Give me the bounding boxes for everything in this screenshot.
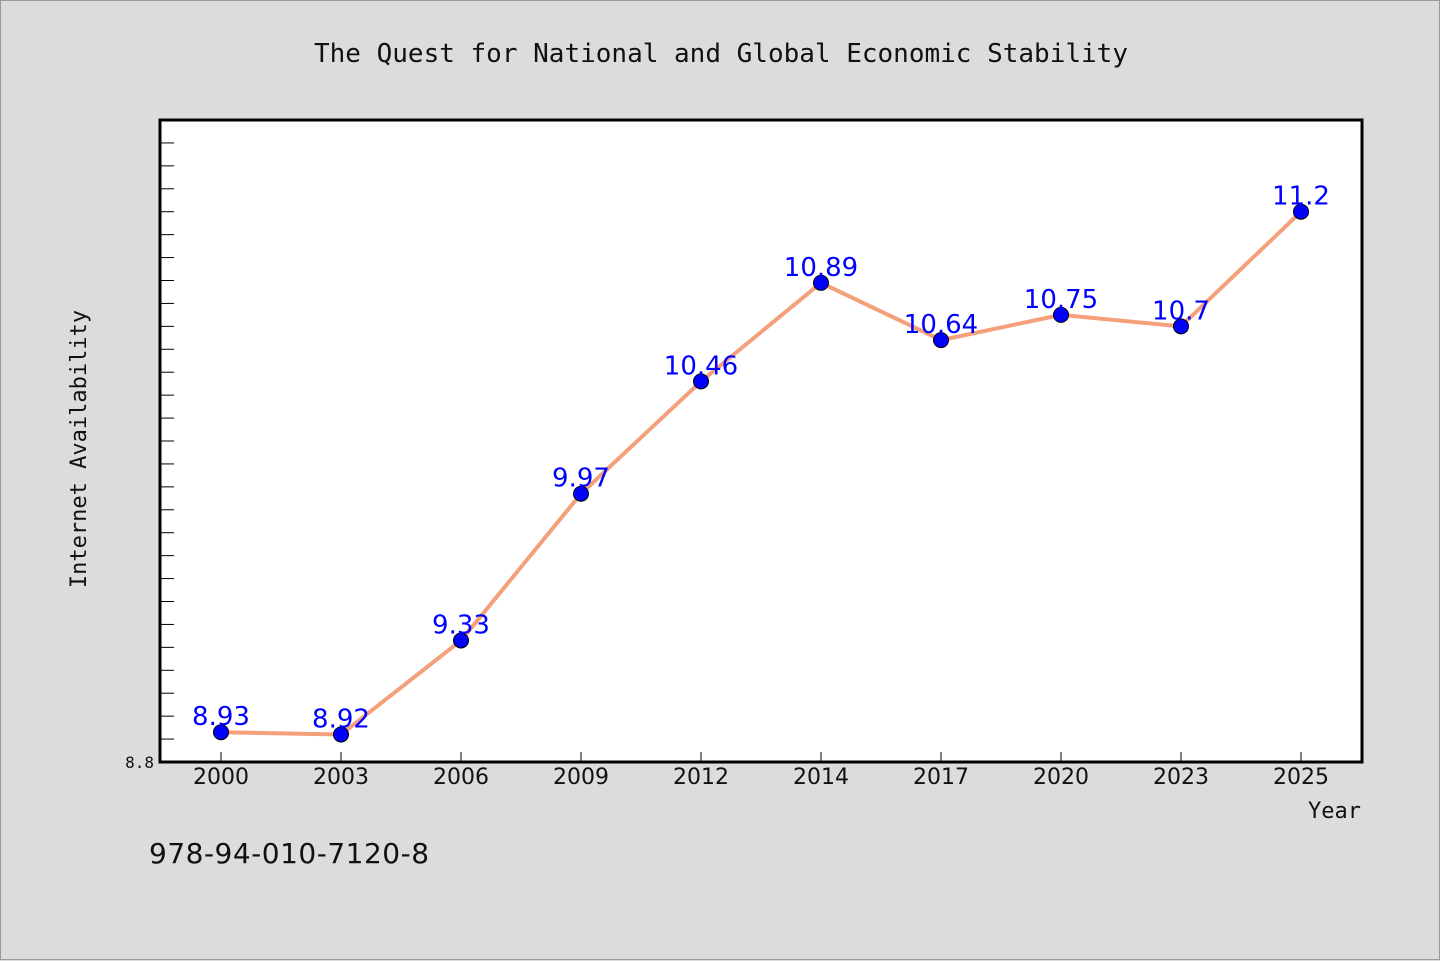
x-tick-label: 2020 — [1033, 765, 1089, 790]
x-axis-ticks: 2000 2003 2006 2009 2012 2014 2017 2020 2023 2025 — [193, 752, 1329, 790]
data-point — [933, 332, 949, 349]
isbn-text: 978-94-010-7120-8 — [149, 837, 430, 870]
x-tick-label: 2000 — [193, 765, 249, 790]
chart-title: The Quest for National and Global Econom… — [314, 39, 1128, 69]
data-point — [453, 632, 469, 649]
data-label: 10.89 — [784, 253, 858, 283]
data-label: 10.64 — [904, 310, 978, 340]
data-label: 8.92 — [312, 704, 370, 734]
data-point — [813, 274, 829, 291]
data-point — [1293, 203, 1309, 220]
y-tick-label: 8.8 — [125, 753, 154, 772]
series-line-group — [220, 210, 1303, 737]
x-tick-label: 2009 — [553, 765, 609, 790]
data-label: 10.46 — [664, 351, 738, 381]
x-tick-label: 2023 — [1153, 765, 1209, 790]
data-label: 9.97 — [552, 464, 610, 494]
data-point — [333, 726, 349, 743]
y-axis-ticks: 8.8 — [125, 142, 174, 772]
data-label: 11.2 — [1272, 182, 1330, 212]
x-tick-label: 2017 — [913, 765, 969, 790]
data-label: 9.33 — [432, 610, 490, 640]
plot-area — [158, 118, 1364, 764]
x-tick-label: 2012 — [673, 765, 729, 790]
data-point — [573, 485, 589, 502]
x-axis-title: Year — [1308, 799, 1361, 824]
x-tick-label: 2025 — [1273, 765, 1329, 790]
data-label: 10.75 — [1024, 285, 1098, 315]
x-tick-label: 2006 — [433, 765, 489, 790]
data-point — [213, 724, 229, 741]
data-point — [1173, 318, 1189, 335]
data-point — [1053, 306, 1069, 323]
y-axis-title: Internet Availability — [67, 310, 92, 588]
series-line — [220, 210, 1303, 737]
data-label: 10.7 — [1152, 296, 1210, 326]
data-point — [693, 373, 709, 390]
data-labels: 8.93 8.92 9.33 9.97 10.46 10.89 10.64 10.75 10.7… — [192, 182, 1330, 735]
x-tick-label: 2003 — [313, 765, 369, 790]
x-tick-label: 2014 — [793, 765, 849, 790]
data-label: 8.93 — [192, 702, 250, 732]
data-markers — [213, 203, 1309, 743]
